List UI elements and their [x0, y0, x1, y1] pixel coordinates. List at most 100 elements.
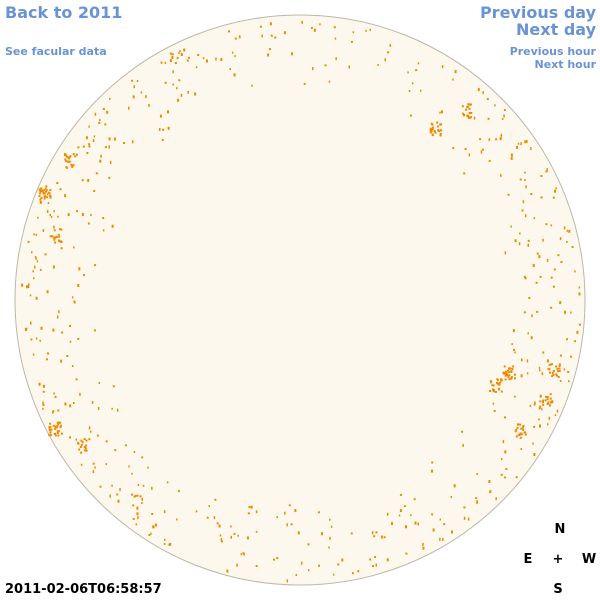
- facular-point: [450, 496, 452, 498]
- facular-point: [90, 430, 92, 433]
- facular-point: [64, 154, 67, 157]
- facular-point: [220, 537, 223, 541]
- facular-point: [384, 58, 386, 62]
- facular-point: [31, 251, 33, 254]
- see-facular-data-link[interactable]: See facular data: [5, 45, 107, 58]
- facular-point: [504, 416, 506, 419]
- facular-point: [105, 440, 108, 443]
- facular-point: [234, 37, 237, 40]
- facular-point: [574, 270, 576, 273]
- facular-point: [527, 243, 529, 247]
- facular-point: [53, 433, 56, 435]
- facular-point: [538, 407, 541, 410]
- facular-point: [250, 505, 253, 509]
- facular-point: [553, 268, 556, 271]
- facular-point: [206, 59, 208, 63]
- facular-point: [56, 430, 59, 433]
- facular-point: [542, 401, 544, 404]
- facular-point: [176, 87, 178, 90]
- facular-point: [98, 382, 100, 384]
- facular-point: [499, 137, 502, 141]
- facular-point: [380, 535, 383, 539]
- facular-point: [74, 155, 77, 158]
- facular-point: [512, 365, 515, 368]
- facular-point: [98, 121, 101, 124]
- facular-point: [85, 449, 88, 452]
- previous-day-link[interactable]: Previous day: [479, 3, 596, 22]
- facular-point: [519, 178, 522, 181]
- facular-point: [88, 426, 91, 430]
- facular-point: [67, 156, 70, 159]
- facular-point: [549, 393, 552, 396]
- facular-point: [180, 53, 183, 56]
- facular-point: [552, 370, 555, 372]
- facular-point: [480, 150, 483, 154]
- facular-point: [300, 561, 303, 565]
- facular-point: [239, 35, 241, 39]
- facular-point: [482, 91, 484, 95]
- facular-point: [493, 410, 496, 412]
- facular-point: [69, 436, 71, 439]
- facular-point: [335, 57, 337, 61]
- facular-point: [52, 328, 55, 332]
- back-to-year-link[interactable]: Back to 2011: [5, 3, 123, 22]
- facular-point: [465, 108, 468, 111]
- facular-point: [578, 323, 581, 326]
- facular-point: [195, 66, 198, 69]
- facular-point: [352, 31, 355, 34]
- facular-point: [371, 531, 374, 535]
- facular-point: [169, 542, 172, 546]
- facular-point: [83, 449, 86, 452]
- next-day-link[interactable]: Next day: [516, 20, 596, 39]
- next-hour-link[interactable]: Next hour: [534, 58, 597, 71]
- facular-point: [152, 525, 154, 528]
- facular-point: [206, 516, 209, 519]
- facular-point: [145, 95, 147, 99]
- facular-point: [72, 164, 75, 167]
- facular-point: [220, 540, 223, 543]
- facular-point: [230, 525, 232, 528]
- facular-point: [93, 329, 96, 332]
- facular-point: [231, 51, 234, 54]
- facular-point: [494, 391, 497, 393]
- facular-point: [108, 145, 110, 149]
- facular-point: [522, 200, 525, 204]
- facular-point: [350, 532, 353, 535]
- facular-point: [387, 51, 390, 54]
- facular-point: [202, 57, 205, 60]
- facular-point: [547, 423, 549, 426]
- facular-point: [77, 284, 80, 287]
- facular-point: [51, 235, 54, 238]
- facular-point: [578, 286, 581, 289]
- facular-point: [386, 558, 389, 562]
- facular-point: [498, 383, 501, 386]
- facular-point: [408, 90, 411, 92]
- facular-point: [439, 537, 441, 541]
- facular-point: [261, 34, 263, 38]
- facular-point: [35, 296, 38, 300]
- facular-point: [42, 401, 44, 405]
- facular-point: [213, 516, 216, 520]
- facular-point: [69, 155, 72, 158]
- facular-point: [46, 193, 49, 196]
- facular-point: [80, 443, 83, 446]
- facular-point: [522, 428, 525, 431]
- facular-point: [42, 191, 45, 194]
- facular-point: [259, 25, 262, 28]
- facular-point: [524, 433, 527, 436]
- facular-point: [463, 506, 466, 509]
- facular-point: [111, 484, 113, 487]
- facular-point: [374, 556, 377, 558]
- facular-point: [369, 558, 372, 561]
- facular-point: [255, 510, 258, 514]
- previous-hour-link[interactable]: Previous hour: [509, 45, 596, 58]
- facular-point: [42, 229, 45, 233]
- facular-point: [288, 504, 291, 507]
- facular-point: [507, 193, 510, 196]
- facular-point: [87, 178, 90, 182]
- facular-point: [476, 500, 478, 503]
- facular-point: [187, 56, 190, 59]
- facular-point: [66, 355, 69, 357]
- facular-point: [69, 324, 71, 327]
- facular-point: [186, 59, 189, 62]
